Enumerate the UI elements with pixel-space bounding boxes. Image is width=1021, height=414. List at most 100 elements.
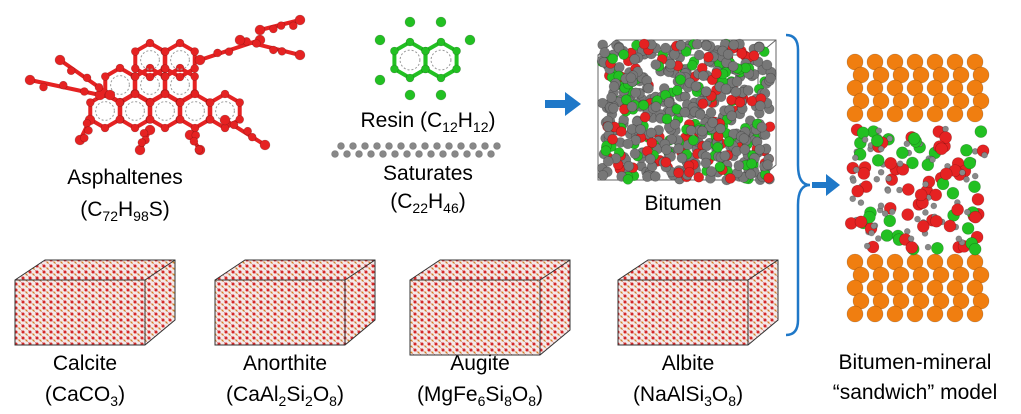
atom [964,157,976,169]
ring [120,94,149,128]
atom [190,137,198,145]
ring-center [431,50,451,70]
atom [206,99,214,107]
atom [763,160,773,170]
formula-part: (CaAl [226,383,279,406]
atom [101,73,109,81]
atom [422,143,429,150]
formula-part: O [512,383,528,406]
atom [677,153,687,163]
atom [964,176,970,182]
atom [729,40,739,50]
atom [476,151,483,158]
atom [907,306,923,322]
atom [235,35,245,45]
atom [857,127,869,139]
atom [643,83,653,93]
formula-part: Resin (C [360,109,442,132]
atom [906,241,918,253]
atom [674,168,684,178]
atom [646,128,656,138]
atom [195,55,205,65]
atom [230,121,238,129]
bitumen-label: Bitumen [644,192,721,215]
atom [674,144,684,154]
atom [708,117,718,127]
atom [252,39,260,47]
crystal [215,260,375,345]
atom [248,133,256,141]
formula-part: O [712,383,728,406]
atom [380,151,387,158]
atom [694,172,704,182]
model-label: Bitumen-mineral [839,351,992,374]
atom [915,216,921,222]
atom [289,22,297,30]
atom [697,126,707,136]
atom [95,83,103,91]
atom [940,168,952,180]
atom [956,236,962,242]
ring [90,94,119,128]
atom [735,97,745,107]
atom [852,155,858,161]
atom [711,68,721,78]
atom [624,161,634,171]
atom [269,46,277,54]
atom [969,243,981,255]
atom [959,170,965,176]
atom [896,187,902,193]
formula-part: (NaAlSi [633,383,704,406]
mineral-formula: (CaAl2Si2O8) [226,383,344,409]
atom [640,112,650,122]
atom [131,73,139,81]
atom [362,143,369,150]
atom [927,106,943,122]
atom [902,183,914,195]
atom [881,229,893,241]
atom [691,81,701,91]
atom [852,185,864,197]
atom [922,209,928,215]
formula-part: (MgFe [417,383,478,406]
atom [936,143,948,155]
ring [394,42,425,78]
atom [749,51,759,61]
atom [862,137,868,143]
atom [428,151,435,158]
atom [608,54,618,64]
atom [375,35,385,45]
atom [952,204,964,216]
atom [661,43,671,53]
atom [871,135,883,147]
atom [161,124,169,132]
atom [721,84,731,94]
atom [765,73,775,83]
atom [40,83,48,91]
atom [878,203,884,209]
atom [390,47,398,55]
atom [405,17,415,27]
atom [868,230,874,236]
saturates-formula: (C22H46) [390,190,466,216]
mineral-name: Albite [662,352,715,375]
atom [338,143,345,150]
formula-part: Si [485,383,504,406]
atom [161,90,169,98]
atom [623,174,633,184]
atom [703,52,713,62]
atom [867,106,883,122]
asphaltenes-label: Asphaltenes [67,166,183,189]
formula-part: O [313,383,329,406]
atom [67,67,75,75]
atom [698,71,708,81]
atom [374,143,381,150]
atom [887,106,903,122]
atom [176,116,184,124]
atom [84,126,92,134]
atom [80,134,88,142]
atom [206,116,214,124]
atom [755,144,765,154]
atom [453,47,461,55]
atom [221,90,229,98]
